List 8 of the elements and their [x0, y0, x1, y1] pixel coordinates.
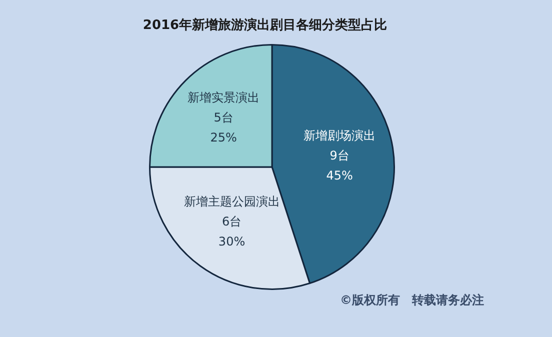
data-label: 5台 25%	[210, 110, 237, 145]
slice-label: 新增实景演出	[188, 90, 260, 105]
chart-title: 2016年新增旅游演出剧目各细分类型占比	[142, 16, 388, 34]
slice-label: 新增主题公园演出	[184, 194, 280, 209]
text: ©版权所有 转载请务必注	[340, 292, 484, 309]
slice-label: 新增剧场演出	[304, 128, 376, 142]
data-label: 6台 30%	[218, 214, 246, 249]
data-label: 9台 45%	[326, 148, 353, 182]
